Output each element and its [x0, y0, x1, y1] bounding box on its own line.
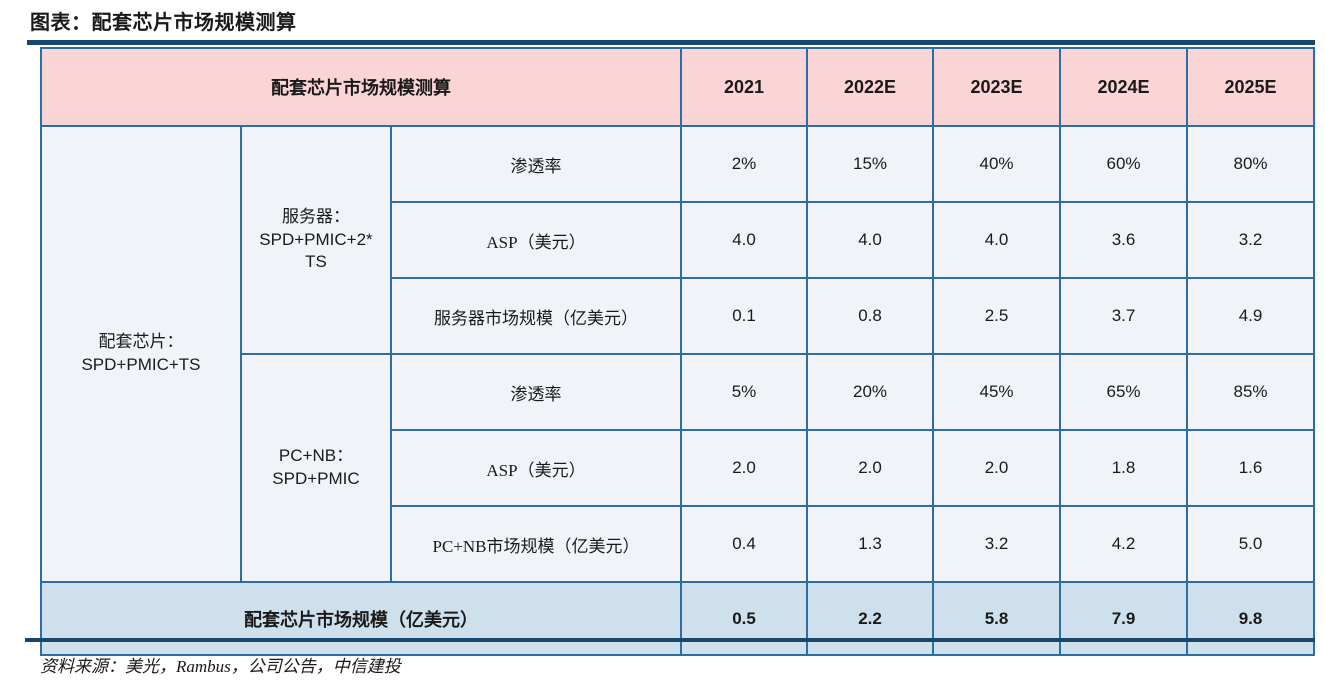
- group-label-server-code: SPD+PMIC+2*TS: [259, 229, 373, 272]
- category-label-code: SPD+PMIC+TS: [81, 355, 201, 374]
- top-rule-divider: [27, 40, 1315, 45]
- value-cell: 3.6: [1059, 201, 1189, 279]
- value-cell: 2%: [680, 125, 809, 203]
- table-header-row: 配套芯片市场规模测算 2021 2022E 2023E 2024E 2025E: [39, 47, 1316, 127]
- source-note: 资料来源：美光，Rambus，公司公告，中信建投: [40, 657, 401, 676]
- total-value-cell: 0.5: [680, 581, 809, 656]
- table-row: PC+NB市场规模（亿美元） 0.4 1.3 3.2 4.2 5.0: [41, 505, 1316, 583]
- value-cell: 40%: [932, 125, 1062, 203]
- value-cell: 4.0: [680, 201, 809, 279]
- value-cell: 5.0: [1186, 505, 1316, 583]
- value-cell: 5%: [680, 353, 809, 431]
- value-cell: 2.0: [932, 429, 1062, 507]
- value-cell: 80%: [1186, 125, 1316, 203]
- value-cell: 0.8: [806, 277, 935, 355]
- year-header-2022e: 2022E: [806, 47, 935, 127]
- table-row: ASP（美元） 4.0 4.0 4.0 3.6 3.2: [41, 201, 1316, 279]
- total-label-cell: 配套芯片市场规模（亿美元）: [39, 581, 683, 656]
- metric-label: 渗透率: [389, 353, 683, 431]
- group-label-pcnb-cn: PC+NB：: [278, 446, 354, 466]
- group-cell-pcnb: PC+NB： SPD+PMIC: [240, 353, 392, 583]
- category-label-cn: 配套芯片：: [98, 332, 184, 352]
- metric-label: 渗透率: [389, 125, 683, 203]
- group-label-pcnb-code: SPD+PMIC: [272, 469, 360, 488]
- total-value-cell: 7.9: [1059, 581, 1189, 656]
- market-size-table: 配套芯片市场规模测算 2021 2022E 2023E 2024E 2025E …: [39, 47, 1316, 656]
- value-cell: 2.0: [680, 429, 809, 507]
- value-cell: 20%: [806, 353, 935, 431]
- year-header-2021: 2021: [680, 47, 809, 127]
- value-cell: 60%: [1059, 125, 1189, 203]
- total-value-cell: 9.8: [1186, 581, 1316, 656]
- year-header-2024e: 2024E: [1059, 47, 1189, 127]
- metric-label: ASP（美元）: [389, 429, 683, 507]
- value-cell: 15%: [806, 125, 935, 203]
- table-row: 配套芯片： SPD+PMIC+TS 服务器： SPD+PMIC+2*TS 渗透率…: [40, 125, 1316, 583]
- value-cell: 0.4: [680, 505, 809, 583]
- value-cell: 3.7: [1059, 277, 1189, 355]
- value-cell: 45%: [932, 353, 1062, 431]
- category-cell: 配套芯片： SPD+PMIC+TS: [40, 125, 242, 583]
- value-cell: 1.8: [1059, 429, 1189, 507]
- value-cell: 4.0: [932, 201, 1062, 279]
- value-cell: 4.0: [806, 201, 935, 279]
- metric-label: ASP（美元）: [389, 201, 683, 279]
- value-cell: 1.6: [1186, 429, 1316, 507]
- table-row: 服务器市场规模（亿美元） 0.1 0.8 2.5 3.7 4.9: [41, 277, 1316, 355]
- value-cell: 2.5: [932, 277, 1062, 355]
- year-header-2025e: 2025E: [1186, 47, 1316, 127]
- value-cell: 4.9: [1186, 277, 1316, 355]
- table-row: ASP（美元） 2.0 2.0 2.0 1.8 1.6: [41, 429, 1316, 507]
- table-title-cell: 配套芯片市场规模测算: [39, 47, 683, 127]
- value-cell: 65%: [1059, 353, 1189, 431]
- metric-label: 服务器市场规模（亿美元）: [389, 277, 683, 355]
- table-total-row: 配套芯片市场规模（亿美元） 0.5 2.2 5.8 7.9 9.8: [39, 581, 1316, 656]
- metric-label: PC+NB市场规模（亿美元）: [389, 505, 683, 583]
- value-cell: 4.2: [1059, 505, 1189, 583]
- value-cell: 0.1: [680, 277, 809, 355]
- total-value-cell: 5.8: [932, 581, 1062, 656]
- value-cell: 3.2: [932, 505, 1062, 583]
- year-header-2023e: 2023E: [932, 47, 1062, 127]
- value-cell: 85%: [1186, 353, 1316, 431]
- group-label-server-cn: 服务器：: [282, 206, 350, 226]
- value-cell: 1.3: [806, 505, 935, 583]
- group-cell-server: 服务器： SPD+PMIC+2*TS: [240, 125, 392, 355]
- value-cell: 2.0: [806, 429, 935, 507]
- bottom-rule-divider: [25, 638, 1315, 642]
- value-cell: 3.2: [1186, 201, 1316, 279]
- total-value-cell: 2.2: [806, 581, 935, 656]
- figure-title: 图表：配套芯片市场规模测算: [30, 12, 297, 34]
- table-row: PC+NB： SPD+PMIC 渗透率 5% 20% 45% 65% 85%: [41, 353, 1316, 583]
